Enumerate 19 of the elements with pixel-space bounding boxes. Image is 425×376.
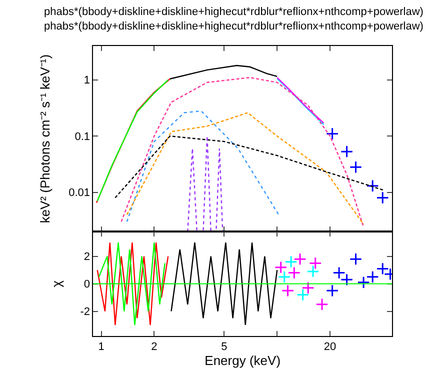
y-tick-label: 0.1 — [74, 130, 90, 143]
y-axis-title: keV² (Photons cm⁻² s⁻¹ keV⁻¹) — [38, 54, 53, 224]
y-axis-title: χ — [49, 280, 64, 288]
x-tick-label: 5 — [221, 341, 228, 354]
point — [340, 145, 354, 158]
x-tick-label: 2 — [151, 341, 158, 354]
y-tick-label: 1 — [84, 74, 90, 87]
point — [349, 160, 362, 174]
y-tick-label: 2 — [84, 251, 90, 264]
x-tick-label: 1 — [98, 341, 104, 354]
chart-title: phabs*(bbody+diskline+diskline+highecut*rdblur*reflionx+nthcomp+powerlaw) — [44, 6, 424, 18]
line-series — [114, 135, 384, 198]
y-tick-label: -2 — [80, 306, 90, 318]
chart-subtitle: phabs*(bbody+diskline+diskline+highecut*rdblur*reflionx+nthcomp+powerlaw) — [44, 20, 424, 32]
y-tick-label: 0.01 — [68, 187, 90, 200]
x-tick-label: 20 — [324, 341, 336, 354]
y-tick-label: 0 — [84, 278, 90, 291]
point — [366, 180, 379, 192]
x-axis-title: Energy (keV) — [204, 353, 281, 368]
